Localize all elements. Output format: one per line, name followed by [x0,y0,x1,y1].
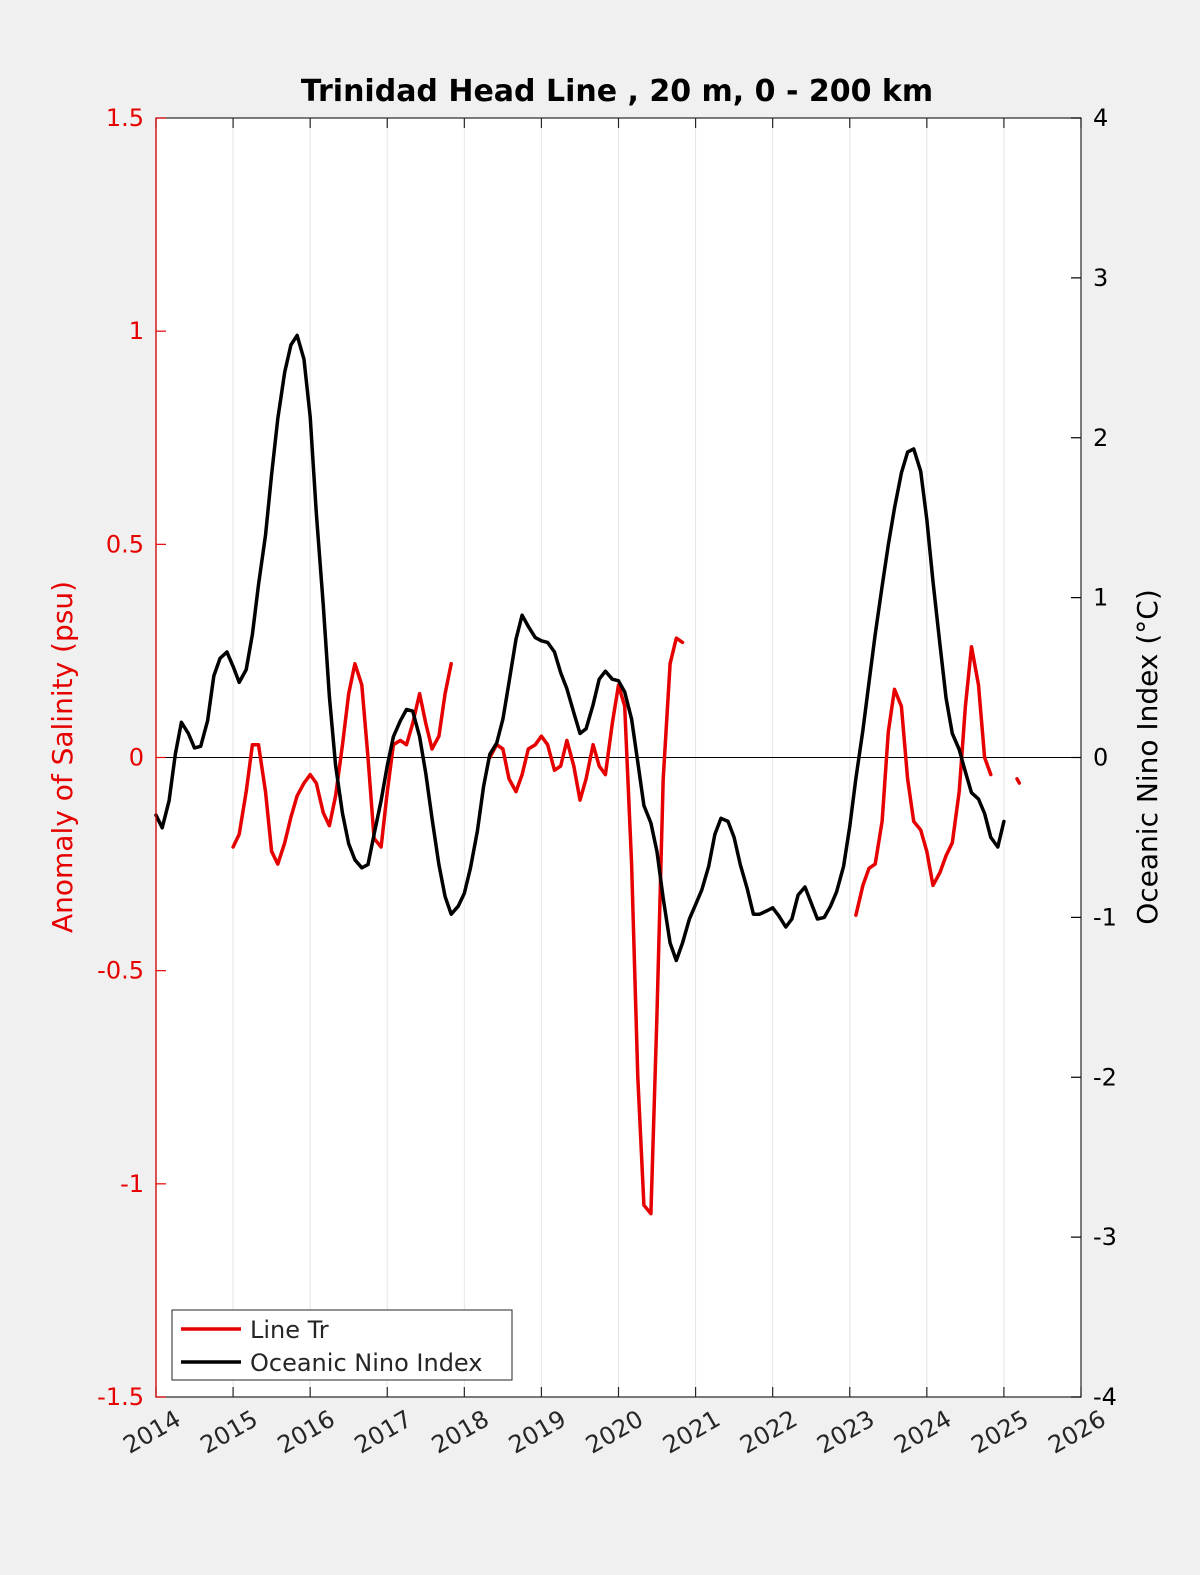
y-right-tick-label: -1 [1093,903,1117,931]
y-right-tick-label: 3 [1093,264,1108,292]
series-line-oceanic-nino-index [154,333,1006,963]
y-right-tick-label: -4 [1093,1383,1117,1411]
y-axis-left-title: Anomaly of Salinity (psu) [46,581,79,933]
y-right-tick-label: -2 [1093,1063,1117,1091]
y-left-tick-label: 1 [129,317,144,345]
series-line-line-tr [488,636,685,1216]
y-left-tick-label: -1.5 [97,1383,144,1411]
y-left-tick-label: -1 [120,1170,144,1198]
y-left-tick-label: 1.5 [106,104,144,132]
legend-label-line-tr: Line Tr [250,1316,329,1344]
series-layer [154,333,1022,1216]
y-axis-right: -4 -3 -2 -1 0 1 2 3 4 [1071,104,1117,1411]
y-left-tick-label: 0 [129,744,144,772]
y-right-tick-label: 1 [1093,584,1108,612]
y-left-tick-label: -0.5 [97,957,144,985]
y-right-tick-label: 2 [1093,424,1108,452]
y-right-tick-label: -3 [1093,1223,1117,1251]
y-axis-left: -1.5 -1 -0.5 0 0.5 1 1.5 [97,104,166,1411]
y-right-tick-label: 0 [1093,744,1108,772]
y-left-tick-label: 0.5 [106,530,144,558]
series-line-line-tr [854,644,993,917]
legend-box [171,1309,513,1381]
y-axis-right-title: Oceanic Nino Index (°C) [1131,589,1164,925]
y-right-tick-label: 4 [1093,104,1108,132]
series-line-line-tr [1015,777,1022,785]
chart-title: Trinidad Head Line , 20 m, 0 - 200 km [301,74,933,109]
legend: Line Tr Oceanic Nino Index [171,1309,513,1381]
legend-label-oni: Oceanic Nino Index [250,1349,482,1377]
